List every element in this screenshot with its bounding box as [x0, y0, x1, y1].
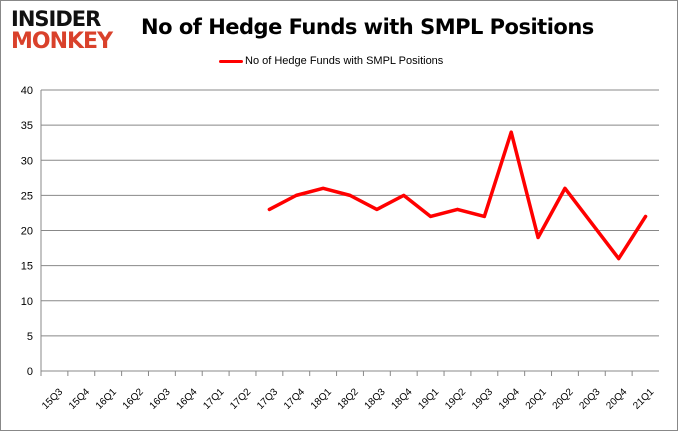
- x-tick-label: 17Q1: [201, 386, 226, 411]
- data-point: [348, 193, 352, 197]
- data-point: [375, 207, 379, 211]
- legend: No of Hedge Funds with SMPL Positions: [219, 55, 443, 67]
- x-tick-label: 20Q3: [578, 386, 603, 411]
- data-point: [482, 214, 486, 218]
- data-point: [294, 193, 298, 197]
- x-tick-label: 18Q4: [389, 386, 414, 411]
- data-point: [402, 193, 406, 197]
- x-tick-label: 15Q3: [40, 386, 65, 411]
- y-tick-label: 0: [27, 366, 33, 378]
- data-point: [509, 130, 513, 134]
- y-tick-label: 25: [21, 190, 33, 202]
- x-tick-label: 17Q4: [282, 386, 307, 411]
- data-point: [455, 207, 459, 211]
- y-tick-label: 35: [21, 120, 33, 132]
- insider-monkey-logo: INSIDER MONKEY: [11, 9, 126, 53]
- x-tick-label: 19Q1: [416, 386, 441, 411]
- y-tick-label: 40: [21, 85, 33, 97]
- x-tick-label: 20Q4: [604, 386, 629, 411]
- logo-line1: INSIDER: [11, 7, 101, 31]
- y-tick-label: 30: [21, 155, 33, 167]
- y-tick-label: 15: [21, 261, 33, 273]
- data-point: [267, 207, 271, 211]
- x-tick-label: 16Q3: [148, 386, 173, 411]
- y-tick-label: 5: [27, 331, 33, 343]
- logo-line2: MONKEY: [11, 29, 113, 54]
- legend-swatch: [219, 59, 243, 63]
- data-point: [617, 257, 621, 261]
- x-tick-label: 20Q2: [551, 386, 576, 411]
- x-tick-label: 16Q2: [121, 386, 146, 411]
- x-tick-label: 17Q2: [228, 386, 253, 411]
- x-tick-label: 18Q3: [363, 386, 388, 411]
- data-point: [644, 214, 648, 218]
- data-point: [429, 214, 433, 218]
- x-tick-label: 19Q2: [443, 386, 468, 411]
- y-tick-label: 20: [21, 226, 33, 238]
- x-tick-label: 21Q1: [631, 386, 656, 411]
- y-tick-label: 10: [21, 296, 33, 308]
- data-point: [536, 236, 540, 240]
- data-point: [563, 186, 567, 190]
- legend-label: No of Hedge Funds with SMPL Positions: [245, 55, 444, 67]
- x-tick-label: 16Q4: [174, 386, 199, 411]
- x-tick-label: 17Q3: [255, 386, 280, 411]
- x-tick-label: 16Q1: [94, 386, 119, 411]
- x-tick-label: 19Q4: [497, 386, 522, 411]
- chart-title: No of Hedge Funds with SMPL Positions: [141, 15, 594, 39]
- data-point: [321, 186, 325, 190]
- data-point: [590, 221, 594, 225]
- x-tick-label: 19Q3: [470, 386, 495, 411]
- x-tick-label: 15Q4: [67, 386, 92, 411]
- x-tick-label: 20Q1: [524, 386, 549, 411]
- x-tick-label: 18Q1: [309, 386, 334, 411]
- x-tick-label: 18Q2: [336, 386, 361, 411]
